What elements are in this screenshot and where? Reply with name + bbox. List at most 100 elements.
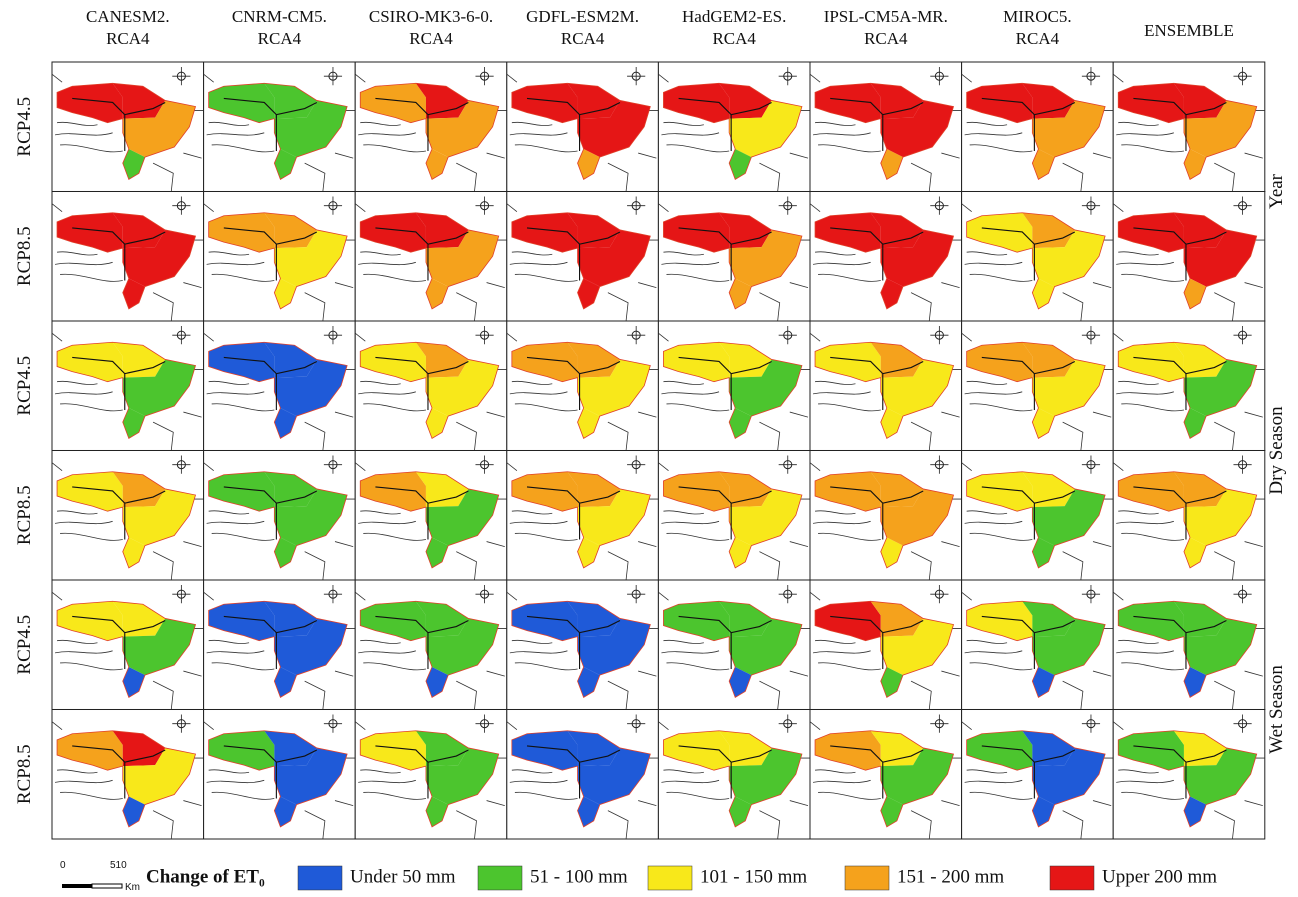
basin-outline — [511, 212, 651, 310]
sub-basin — [72, 356, 166, 411]
sub-basin — [981, 615, 1076, 670]
north-arrow-cross — [475, 714, 494, 733]
basin-outline — [1117, 341, 1258, 439]
north-arrow-cross — [627, 714, 646, 733]
map-panel — [961, 708, 1114, 840]
et0-zone — [122, 229, 196, 287]
coastline — [509, 510, 657, 581]
column-header: CANESM2. — [86, 7, 170, 26]
coastline — [509, 769, 657, 840]
north-arrow-cross — [172, 455, 191, 474]
column-header: CSIRO-MK3-6-0. — [369, 7, 493, 26]
column-header: CNRM-CM5. — [232, 7, 327, 26]
coastline — [812, 380, 960, 451]
column-header: ENSEMBLE — [1144, 21, 1234, 40]
map-panel — [354, 61, 508, 193]
column-header: RCA4 — [712, 29, 756, 48]
sub-basin — [526, 97, 621, 152]
period-label: Dry Season — [1266, 406, 1287, 495]
map-panel — [506, 61, 659, 193]
coastline — [812, 251, 960, 322]
north-arrow — [172, 67, 191, 86]
coastline — [1116, 251, 1263, 322]
coastline — [509, 251, 657, 322]
coastline — [509, 121, 657, 192]
basin-outline — [1117, 730, 1258, 828]
north-arrow-cross — [778, 714, 797, 733]
coastline — [54, 121, 202, 192]
sub-basin — [375, 356, 469, 411]
map-panel — [1112, 320, 1266, 452]
north-arrow — [1081, 585, 1101, 604]
north-arrow-cross — [1233, 585, 1252, 604]
north-arrow — [1081, 455, 1101, 474]
scale-bar — [91, 883, 123, 889]
north-arrow — [778, 326, 797, 345]
sub-basin — [1133, 486, 1227, 540]
coastline — [964, 251, 1112, 322]
map-panel — [354, 708, 508, 840]
column-header: HadGEM2-ES. — [682, 7, 786, 26]
map-panel — [203, 708, 356, 840]
north-arrow-cross — [323, 196, 343, 215]
map-panel — [809, 61, 963, 193]
north-arrow-cross — [475, 585, 494, 604]
coastline — [1116, 639, 1263, 710]
coastline — [812, 769, 960, 840]
legend-label: Upper 200 mm — [1102, 866, 1217, 887]
north-arrow — [778, 455, 797, 474]
sub-basin — [72, 745, 166, 799]
coastline — [964, 769, 1112, 840]
period-label: Year — [1266, 173, 1287, 209]
coastline — [54, 251, 202, 322]
north-arrow — [172, 326, 191, 345]
north-arrow — [1233, 714, 1252, 733]
sub-basin — [526, 356, 621, 411]
basin-outline — [208, 471, 348, 569]
sub-basin — [981, 745, 1076, 799]
north-arrow-cross — [323, 455, 343, 474]
north-arrow — [323, 326, 343, 345]
map-panel — [809, 708, 963, 840]
map-panel — [51, 61, 205, 193]
north-arrow-cross — [778, 326, 797, 345]
north-arrow-cross — [475, 196, 494, 215]
et0-zone — [122, 747, 196, 805]
coastline — [964, 121, 1112, 192]
north-arrow — [930, 455, 949, 474]
coastline — [661, 510, 809, 581]
scale-label: 510 — [110, 860, 127, 871]
coastline — [206, 121, 354, 192]
scale-label: Km — [125, 882, 140, 893]
basin-outline — [56, 341, 197, 439]
basin-outline — [56, 82, 197, 180]
north-arrow-cross — [172, 585, 191, 604]
map-panel — [657, 190, 811, 322]
column-header: IPSL-CM5A-MR. — [824, 7, 948, 26]
sub-basin — [830, 227, 924, 281]
north-arrow — [1081, 714, 1101, 733]
row-label: RCP4.5 — [14, 97, 35, 157]
coastline — [54, 380, 202, 451]
sub-basin — [223, 615, 318, 670]
north-arrow-cross — [778, 67, 797, 86]
map-panel — [1112, 579, 1266, 711]
basin-outline — [359, 730, 500, 828]
north-arrow-cross — [172, 67, 191, 86]
coastline — [812, 121, 960, 192]
north-arrow — [475, 67, 494, 86]
north-arrow-cross — [323, 714, 343, 733]
legend-label: Under 50 mm — [350, 866, 456, 887]
north-arrow-cross — [172, 714, 191, 733]
period-label: Wet Season — [1266, 665, 1287, 754]
north-arrow — [930, 67, 949, 86]
north-arrow-cross — [930, 196, 949, 215]
map-panel — [809, 579, 963, 711]
basin-outline — [56, 471, 197, 569]
map-panel — [809, 190, 963, 322]
north-arrow — [172, 585, 191, 604]
coastline — [661, 639, 809, 710]
map-panel — [51, 190, 205, 322]
sub-basin — [72, 97, 166, 152]
map-panel — [354, 320, 508, 452]
